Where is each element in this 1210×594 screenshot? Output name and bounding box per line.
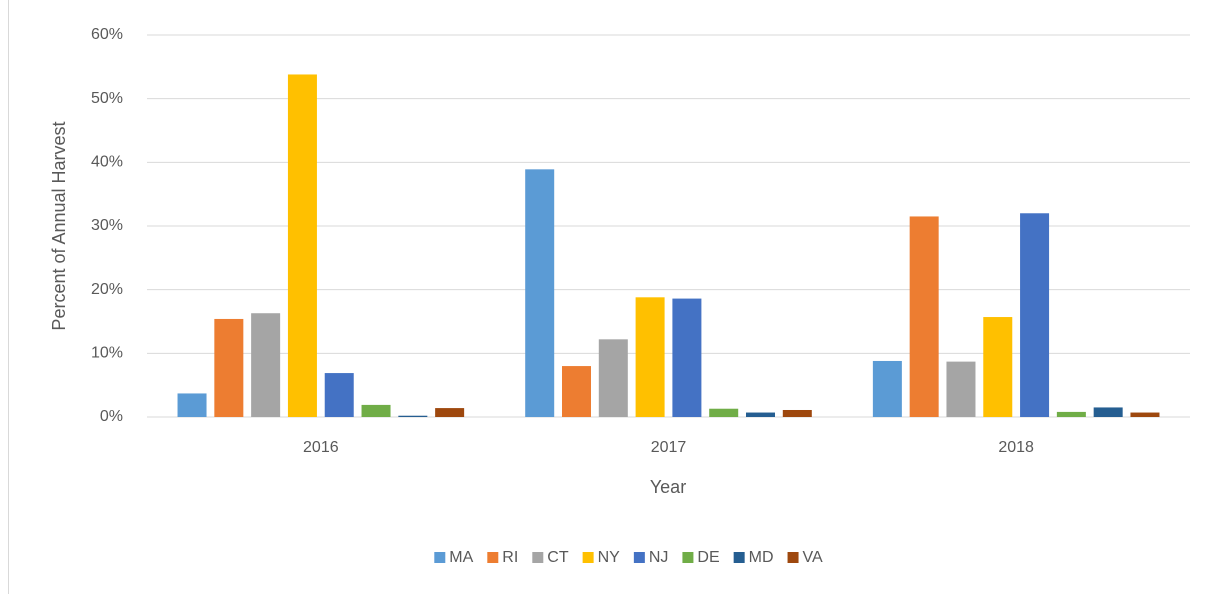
legend-swatch <box>682 552 694 563</box>
y-tick-label: 60% <box>91 26 123 43</box>
x-tick-label: 2018 <box>998 439 1034 456</box>
bar <box>251 313 281 417</box>
y-tick-label: 0% <box>100 408 123 425</box>
y-tick-label: 40% <box>91 154 123 171</box>
legend-swatch <box>787 552 799 563</box>
bar <box>672 298 702 417</box>
bar <box>872 360 902 417</box>
legend-label: DE <box>697 549 719 566</box>
legend-label: MA <box>449 549 473 566</box>
bar <box>598 339 628 417</box>
bar <box>324 373 354 417</box>
y-axis-label: Percent of Annual Harvest <box>49 121 69 330</box>
bar <box>398 415 428 417</box>
legend-swatch <box>633 552 645 563</box>
legend-swatch <box>733 552 745 563</box>
bar <box>782 409 812 417</box>
legend-swatch <box>532 552 544 563</box>
bar <box>1130 412 1160 417</box>
legend-label: VA <box>803 549 823 566</box>
legend-swatch <box>487 552 499 563</box>
bar <box>1020 213 1050 417</box>
y-tick-label: 20% <box>91 281 123 298</box>
bar <box>361 404 391 417</box>
legend-swatch <box>582 552 594 563</box>
y-tick-label: 50% <box>91 90 123 107</box>
bar <box>746 412 775 417</box>
y-tick-label: 30% <box>91 217 123 234</box>
x-axis-label: Year <box>650 477 686 497</box>
legend-label: NJ <box>649 549 669 566</box>
bar <box>709 408 739 417</box>
bar <box>1093 407 1123 417</box>
legend-label: RI <box>502 549 518 566</box>
y-tick-label: 10% <box>91 345 123 362</box>
legend-label: MD <box>749 549 774 566</box>
x-tick-label: 2017 <box>651 439 687 456</box>
legend-label: NY <box>598 549 621 566</box>
bar <box>946 361 976 417</box>
x-tick-label: 2016 <box>303 439 339 456</box>
bar <box>562 366 591 417</box>
bar <box>525 169 555 417</box>
bar <box>635 297 665 417</box>
bar <box>287 74 317 418</box>
bar <box>435 408 465 417</box>
bar <box>214 318 244 417</box>
bar <box>983 317 1013 417</box>
bar <box>1056 411 1086 417</box>
bar <box>177 393 207 417</box>
legend-label: CT <box>547 549 569 566</box>
legend-swatch <box>434 552 446 563</box>
bar <box>909 216 939 417</box>
